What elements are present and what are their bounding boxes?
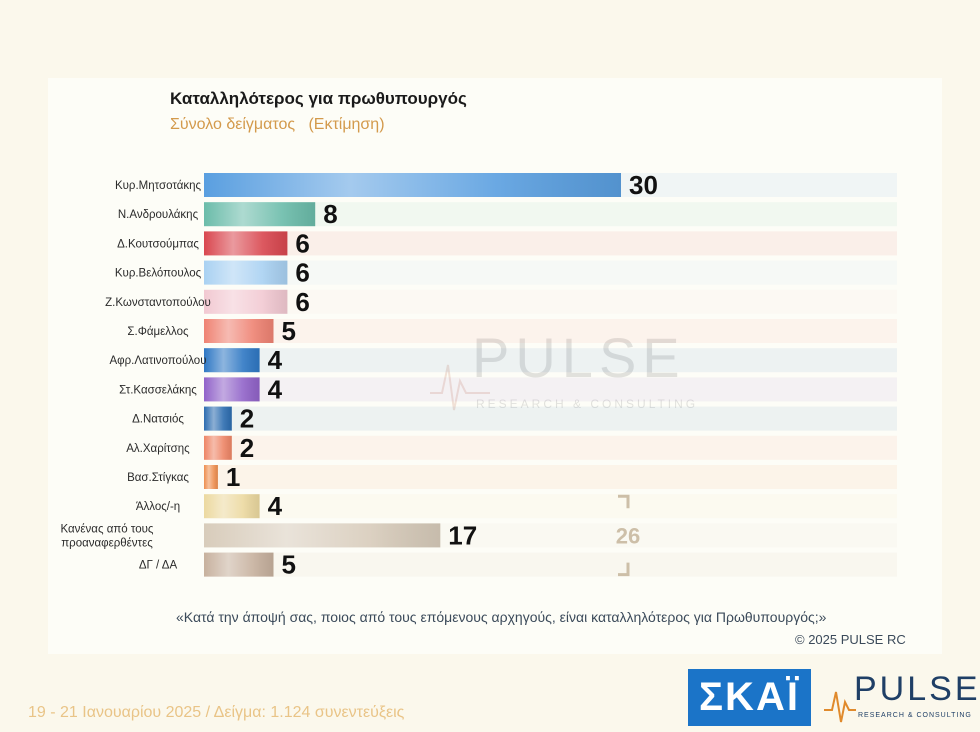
row-band: [204, 465, 897, 489]
category-label-1: Ν.Ανδρουλάκης: [118, 209, 199, 221]
value-label-1: 8: [323, 199, 337, 229]
category-label-12: Κανένας από τους προαναφερθέντες: [61, 523, 154, 549]
bar-shine-12: [204, 523, 441, 548]
pulse-logo-wave-icon: [824, 691, 856, 723]
value-label-9: 2: [240, 433, 254, 463]
bar-shine-3: [204, 260, 288, 285]
bar-shine-1: [204, 202, 316, 227]
bar-chart: 30 Κυρ.Μητσοτάκης 8 Ν.Ανδρουλάκης 6 Δ.Κουτσού…: [61, 170, 897, 580]
bar-shine-4: [204, 289, 288, 314]
bracket-group: 26: [616, 494, 640, 577]
bracket-top: [618, 494, 630, 509]
pulse-logo-tagline: RESEARCH & CONSULTING: [858, 712, 972, 719]
value-label-13: 5: [282, 550, 296, 580]
value-label-6: 4: [268, 345, 283, 375]
category-label-13: ΔΓ / ΔΑ: [139, 560, 178, 572]
row-band: [204, 552, 897, 577]
row-band: [204, 231, 897, 256]
category-label-line: Κανένας από τους: [61, 523, 154, 535]
category-label-10: Βασ.Στίγκας: [127, 472, 189, 484]
value-label-11: 4: [268, 491, 283, 521]
bar-shine-0: [204, 173, 621, 197]
value-label-2: 6: [295, 228, 309, 258]
category-label-11: Άλλος/-η: [136, 501, 180, 513]
value-label-12: 17: [448, 520, 477, 550]
row-band: [204, 377, 897, 402]
value-label-5: 5: [282, 316, 296, 346]
category-label-0: Κυρ.Μητσοτάκης: [115, 180, 202, 192]
pulse-logo: PULSE RESEARCH & CONSULTING: [824, 670, 978, 726]
category-label-line: προαναφερθέντες: [61, 537, 153, 549]
category-label-6: Αφρ.Λατινοπούλου: [110, 355, 207, 367]
row-band: [204, 435, 897, 460]
survey-footer: 19 - 21 Ιανουαρίου 2025 / Δείγμα: 1.124 …: [28, 704, 405, 721]
category-label-4: Ζ.Κωνσταντοπούλου: [105, 297, 211, 309]
bar-shine-2: [204, 231, 288, 256]
skai-logo: ΣΚΑΪ: [688, 669, 811, 726]
bar-shine-6: [204, 348, 260, 373]
row-band: [204, 319, 897, 343]
value-label-0: 30: [629, 170, 658, 200]
row-band: [204, 406, 897, 431]
category-label-8: Δ.Νατσιός: [132, 414, 184, 426]
pulse-logo-word: PULSE: [854, 670, 980, 708]
row-band: [204, 348, 897, 373]
copyright-note: © 2025 PULSE RC: [795, 632, 906, 647]
survey-question: «Κατά την άποψή σας, ποιος από τους επόμ…: [176, 609, 827, 625]
row-band: [204, 202, 897, 227]
value-label-3: 6: [295, 258, 309, 288]
bar-shine-9: [204, 435, 232, 460]
bracket-total-label: 26: [616, 523, 640, 548]
bar-shine-5: [204, 319, 274, 343]
row-band: [204, 289, 897, 314]
bar-shine-11: [204, 494, 260, 519]
row-band: [204, 260, 897, 285]
value-label-7: 4: [268, 374, 283, 404]
chart-title: Καταλληλότερος για πρωθυπουργός: [170, 89, 467, 108]
category-label-3: Κυρ.Βελόπουλος: [115, 268, 202, 280]
value-label-8: 2: [240, 404, 254, 434]
category-label-7: Στ.Κασσελάκης: [119, 384, 197, 396]
bracket-bottom: [618, 562, 630, 577]
bar-shine-10: [204, 465, 218, 489]
bar-shine-8: [204, 406, 232, 431]
value-label-10: 1: [226, 462, 240, 492]
category-label-9: Αλ.Χαρίτσης: [126, 443, 190, 455]
bar-shine-7: [204, 377, 260, 402]
row-band: [204, 494, 897, 519]
bar-shine-13: [204, 552, 274, 577]
category-label-5: Σ.Φάμελλος: [127, 326, 189, 338]
chart-subtitle: Σύνολο δείγματος (Εκτίμηση): [170, 116, 385, 133]
category-label-2: Δ.Κουτσούμπας: [117, 238, 199, 250]
value-label-4: 6: [295, 287, 309, 317]
